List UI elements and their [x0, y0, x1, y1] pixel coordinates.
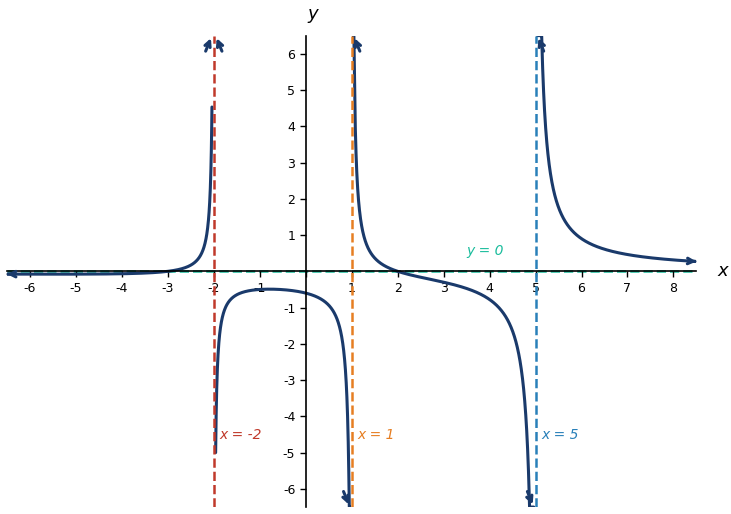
Text: x = -2: x = -2	[219, 428, 262, 442]
Text: x = 5: x = 5	[541, 428, 578, 442]
Text: x = 1: x = 1	[357, 428, 395, 442]
Text: x: x	[717, 262, 728, 280]
Text: y = 0: y = 0	[466, 244, 504, 259]
Text: y: y	[307, 5, 318, 23]
